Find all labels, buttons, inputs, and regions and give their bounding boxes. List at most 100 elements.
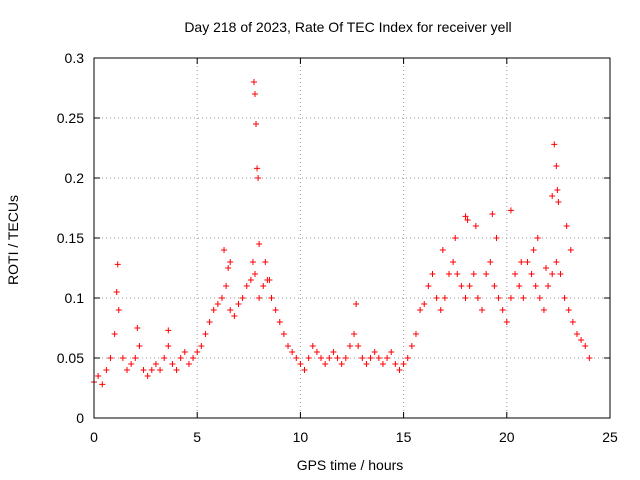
data-point [293,355,300,361]
y-tick-label: 0.2 [65,170,85,186]
y-tick-label: 0.25 [57,110,84,126]
data-point [124,367,131,373]
data-point [355,343,362,349]
data-point [214,301,221,307]
data-point [309,343,316,349]
data-point [573,331,580,337]
data-point [466,283,473,289]
data-point [561,295,568,301]
data-point [458,283,465,289]
data-point [554,187,561,193]
data-point [553,259,560,265]
data-point [569,319,576,325]
data-point [334,355,341,361]
data-point [524,259,531,265]
data-point [549,193,556,199]
data-point [231,313,238,319]
y-tick-label: 0.1 [65,290,85,306]
data-point [157,367,164,373]
data-point [342,355,349,361]
data-point [225,265,232,271]
data-point [346,343,353,349]
data-point [530,247,537,253]
data-point [181,349,188,355]
data-point [551,141,558,148]
data-point [115,307,122,313]
chart-title: Day 218 of 2023, Rate Of TEC Index for r… [184,19,511,35]
data-point [470,271,477,277]
data-point [107,355,114,361]
data-point [549,271,556,277]
data-point [518,259,525,265]
data-point [555,199,562,205]
y-tick-label: 0.3 [65,50,85,66]
data-point [375,355,382,361]
data-point [202,331,209,337]
data-point [450,259,457,265]
data-point [114,261,121,268]
data-point [520,295,527,301]
data-point [483,271,490,277]
data-point [194,349,201,355]
x-tick-labels: 0 5 10 15 20 25 [90,429,618,445]
data-point [446,271,453,277]
data-point [379,361,386,367]
data-point [425,283,432,289]
y-tick-labels: 0 0.05 0.1 0.15 0.2 0.25 0.3 [57,50,84,426]
data-point [297,361,304,367]
data-point [249,259,256,265]
data-point [206,319,213,325]
data-point [262,259,269,265]
data-point [136,343,143,349]
data-point [132,355,139,361]
data-point [247,277,254,283]
data-point [507,295,514,301]
data-point [371,349,378,355]
data-point [243,283,250,289]
data-point [487,259,494,265]
data-point [412,331,419,337]
data-point [454,271,461,277]
data-point [384,355,391,361]
x-tick-label: 10 [293,429,309,445]
data-point [177,355,184,361]
data-point [161,355,168,361]
data-point [553,163,560,169]
x-tick-label: 25 [602,429,618,445]
data-point [396,367,403,373]
data-point [462,213,469,220]
data-point [433,295,440,301]
data-point [119,355,126,361]
data-point [268,295,275,301]
data-point [305,355,312,361]
data-point [140,367,147,373]
data-point [251,91,258,97]
data-point [441,295,448,301]
data-point [528,271,535,277]
data-point [489,211,496,217]
data-point [452,235,459,241]
data-point [565,307,572,313]
data-point [280,331,287,337]
data-point [326,355,333,361]
data-points [91,79,593,388]
data-point [545,283,552,289]
data-point [313,349,320,355]
data-point [128,361,135,367]
x-tick-label: 5 [193,429,201,445]
data-point [165,343,172,349]
data-point [474,295,481,301]
data-point [421,301,428,307]
data-point [318,355,325,361]
data-point [144,373,151,379]
data-point [255,175,262,181]
data-point [408,343,415,349]
data-point [254,165,261,172]
data-point [499,307,506,313]
data-point [185,361,192,367]
data-point [479,307,486,313]
data-point [540,307,547,313]
data-point [417,307,424,313]
